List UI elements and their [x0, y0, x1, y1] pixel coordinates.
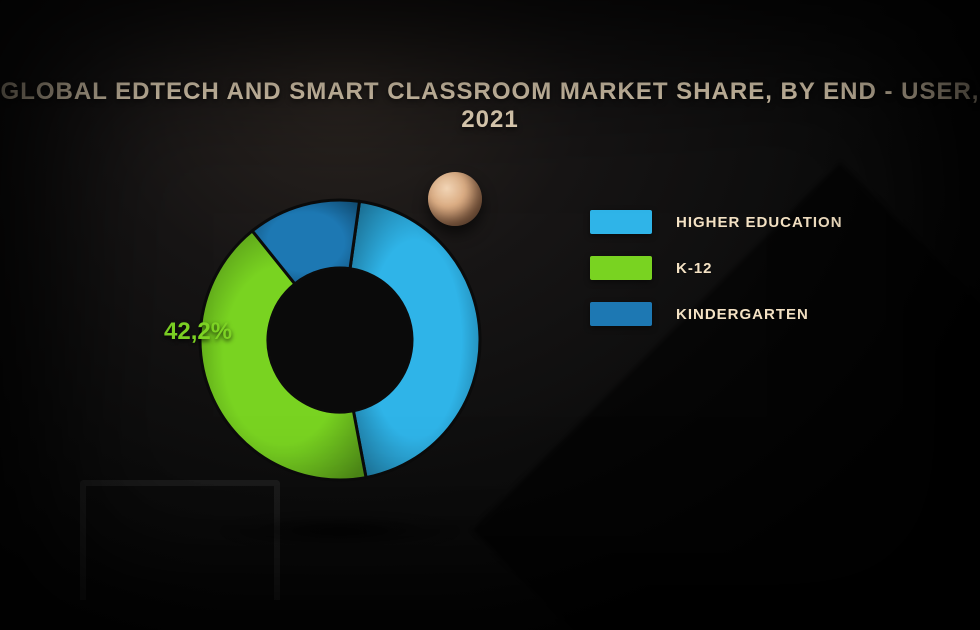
legend-row: K-12	[590, 256, 843, 280]
legend-swatch	[590, 256, 652, 280]
legend-label: KINDERGARTEN	[676, 306, 809, 323]
legend: HIGHER EDUCATION K-12 KINDERGARTEN	[590, 210, 843, 326]
pct-label: 42,2%	[164, 318, 232, 346]
decorative-sphere	[428, 172, 482, 226]
legend-label: HIGHER EDUCATION	[676, 214, 843, 231]
donut-svg	[190, 190, 490, 490]
legend-row: KINDERGARTEN	[590, 302, 843, 326]
donut-chart: 42,2%	[190, 190, 490, 490]
chart-title: GLOBAL EDTECH AND SMART CLASSROOM MARKET…	[0, 78, 980, 134]
legend-row: HIGHER EDUCATION	[590, 210, 843, 234]
legend-swatch	[590, 210, 652, 234]
legend-swatch	[590, 302, 652, 326]
donut-shadow	[220, 514, 460, 548]
legend-label: K-12	[676, 260, 713, 277]
